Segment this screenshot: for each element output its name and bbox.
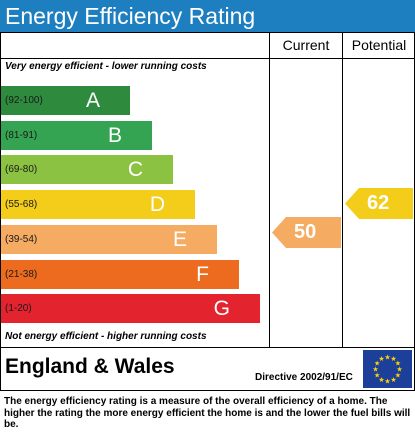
rating-caption: The energy efficiency rating is a measur… (4, 396, 411, 430)
band-f: (21-38) F (1, 260, 239, 289)
band-letter: G (213, 297, 230, 320)
band-letter: F (196, 263, 209, 286)
eu-star-icon: ★ (384, 354, 390, 362)
band-g: (1-20) G (1, 294, 260, 323)
eu-star-icon: ★ (378, 376, 384, 384)
page-title: Energy Efficiency Rating (0, 0, 415, 33)
band-a: (92-100) A (1, 86, 130, 115)
eu-star-icon: ★ (396, 366, 402, 374)
eu-star-icon: ★ (390, 376, 396, 384)
current-rating-value: 50 (294, 221, 317, 243)
eu-star-icon: ★ (374, 372, 380, 380)
band-e: (39-54) E (1, 225, 217, 254)
potential-arrow-shape (345, 188, 413, 219)
column-divider-potential (342, 32, 343, 348)
current-rating-arrow: 50 (272, 217, 341, 248)
eu-star-icon: ★ (384, 378, 390, 386)
eu-star-icon: ★ (372, 366, 378, 374)
header-divider (0, 58, 415, 59)
potential-column-header: Potential (351, 37, 407, 53)
band-range: (55-68) (5, 199, 38, 210)
column-divider-current (269, 32, 270, 348)
band-range: (69-80) (5, 164, 38, 175)
band-range: (21-38) (5, 269, 38, 280)
eu-star-icon: ★ (374, 360, 380, 368)
current-arrow-shape (272, 217, 341, 248)
directive-label: Directive 2002/91/EC (255, 372, 353, 383)
band-letter: D (149, 193, 165, 216)
band-range: (81-91) (5, 130, 38, 141)
eu-star-icon: ★ (378, 355, 384, 363)
eu-star-icon: ★ (390, 355, 396, 363)
eu-flag-stars: ★ ★★★★★★★★★★★ (372, 354, 402, 386)
potential-rating-arrow: 62 (345, 188, 413, 219)
band-range: (39-54) (5, 234, 38, 245)
band-letter: C (127, 158, 143, 181)
band-letter: A (85, 89, 100, 112)
band-c: (69-80) C (1, 155, 173, 184)
top-scale-note: Very energy efficient - lower running co… (5, 61, 207, 72)
band-range: (92-100) (5, 95, 43, 106)
region-label: England & Wales (5, 355, 175, 378)
bottom-scale-note: Not energy efficient - higher running co… (5, 331, 207, 342)
band-range: (1-20) (5, 303, 32, 314)
potential-rating-value: 62 (367, 192, 390, 214)
band-letter: B (107, 124, 122, 147)
band-d: (55-68) D (1, 190, 195, 219)
band-letter: E (172, 228, 187, 251)
eu-flag-icon: ★ ★ ★ ★ ★ ★ ★ ★ ★ ★ ★ ★ (363, 350, 412, 388)
band-b: (81-91) B (1, 121, 152, 150)
eu-star-icon: ★ (395, 372, 401, 380)
current-column-header: Current (282, 37, 330, 53)
eu-star-icon: ★ (395, 360, 401, 368)
